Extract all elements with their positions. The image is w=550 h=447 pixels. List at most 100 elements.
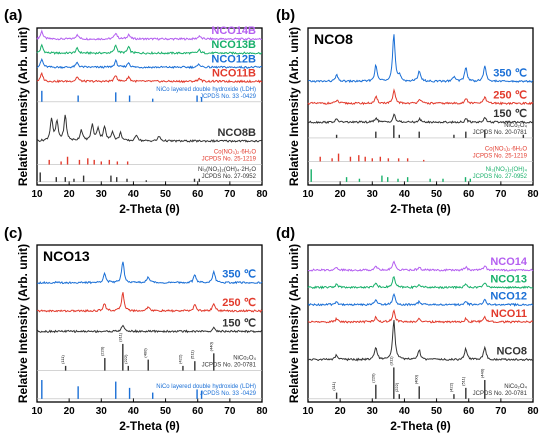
reference-label: JCPDS No. 33 -0429: [200, 391, 257, 397]
x-axis-label: 2-Theta (θ): [119, 202, 180, 216]
hkl-label: (440): [479, 368, 484, 378]
hkl-label: (311): [117, 332, 122, 342]
x-tick-label: 30: [367, 406, 379, 417]
reference-label: NiCo layered double hydroxide (LDH): [156, 384, 256, 390]
x-tick-label: 50: [160, 189, 172, 200]
reference-label: Ni₃(NO₃)₂(OH)₄·2H₂O: [198, 167, 256, 173]
hkl-label: (222): [123, 354, 128, 364]
hkl-label: (511): [189, 349, 194, 359]
hkl-label: (440): [208, 341, 213, 351]
series-label: NCO8B: [217, 127, 256, 139]
x-tick-label: 60: [463, 189, 475, 200]
plot-frame: [36, 244, 263, 403]
reference-label: Ni₃(NO₃)₂(OH)₄: [486, 167, 528, 173]
x-tick-label: 30: [367, 189, 379, 200]
x-tick-label: 80: [256, 406, 268, 417]
hkl-label: (220): [99, 346, 104, 356]
x-tick-label: 40: [399, 406, 411, 417]
series-line: [36, 43, 263, 55]
reference-label: JCPDS No. 25-1219: [473, 153, 528, 159]
hkl-label: (220): [370, 373, 375, 383]
panel-letter: (a): [4, 7, 22, 24]
x-tick-label: 50: [431, 406, 443, 417]
reference-label: NiCo layered double hydroxide (LDH): [156, 87, 256, 93]
series-line: [36, 71, 263, 84]
hkl-label: (311): [388, 356, 393, 366]
plot-frame: [36, 27, 263, 186]
series-label: 250 ℃: [493, 89, 527, 101]
series-label: NCO14: [490, 256, 528, 268]
plot-frame: [307, 27, 534, 186]
series-label: NCO12B: [211, 53, 256, 65]
x-tick-label: 60: [463, 406, 475, 417]
series-line: [36, 261, 263, 285]
panel-letter: (b): [276, 7, 295, 24]
series-label: 350 ℃: [222, 269, 256, 281]
series-line: [307, 319, 534, 362]
series-line: [307, 275, 534, 290]
series-label: NCO12: [490, 291, 527, 303]
y-axis-label: Relative Intensity (Arb. unit): [287, 27, 301, 186]
x-tick-label: 60: [192, 189, 204, 200]
plot-frame: [307, 244, 534, 403]
series-line: [308, 308, 534, 324]
series-line: [308, 260, 534, 272]
series-label: 150 ℃: [493, 108, 527, 120]
reference-label: NiCo₂O₄: [504, 384, 527, 390]
x-tick-label: 10: [302, 406, 314, 417]
y-axis-label: Relative Intensity (Arb. unit): [16, 244, 30, 403]
x-axis-label: 2-Theta (θ): [390, 202, 451, 216]
x-tick-label: 40: [399, 189, 411, 200]
x-tick-label: 30: [96, 189, 108, 200]
series-label: 150 ℃: [222, 317, 256, 329]
x-tick-label: 40: [128, 189, 140, 200]
x-tick-label: 10: [302, 189, 314, 200]
x-tick-label: 80: [256, 189, 268, 200]
panel-letter: (c): [4, 225, 22, 242]
series-label: NCO13B: [211, 39, 256, 51]
series-label: NCO11: [491, 308, 527, 320]
x-tick-label: 60: [192, 406, 204, 417]
series-line: [36, 292, 263, 313]
x-tick-label: 10: [31, 189, 43, 200]
hkl-label: (422): [177, 354, 182, 364]
hkl-label: (111): [331, 381, 336, 390]
panel-letter: (d): [276, 225, 295, 242]
reference-label: JCPDS No. 25-1219: [202, 157, 257, 163]
panel-title: NCO13: [43, 248, 90, 264]
hkl-label: (400): [143, 348, 148, 358]
x-tick-label: 80: [527, 406, 539, 417]
reference-label: Co(NO₃)₂·6H₂O: [214, 150, 256, 156]
y-axis-label: Relative Intensity (Arb. unit): [287, 244, 301, 403]
panel-3: (d) 10 20 30 40 50 60 70 80 2-Theta (θ) Relative I…: [276, 225, 539, 433]
x-tick-label: 70: [495, 189, 507, 200]
x-tick-label: 40: [128, 406, 140, 417]
panel-2: (c) 10 20 30 40 50 60 70 80 2-Theta (θ) Relative I…: [4, 225, 268, 433]
series-label: NCO14B: [211, 25, 256, 37]
hkl-label: (422): [448, 382, 453, 392]
hkl-label: (511): [460, 376, 465, 386]
series-line: [307, 113, 534, 125]
reference-label: JCPDS No. 20-0781: [202, 363, 257, 369]
x-tick-label: 50: [160, 406, 172, 417]
x-tick-label: 50: [431, 189, 443, 200]
x-tick-label: 20: [64, 189, 76, 200]
x-tick-label: 30: [96, 406, 108, 417]
panel-1: (b) 10 20 30 40 50 60 70 80 2-Theta (θ) Relative I…: [276, 7, 539, 216]
reference-label: NiCo₂O₄: [504, 123, 527, 129]
hkl-label: (400): [414, 374, 419, 384]
x-tick-label: 70: [224, 189, 236, 200]
series-label: NCO8: [496, 346, 527, 358]
y-axis-label: Relative Intensity (Arb. unit): [16, 27, 30, 186]
x-axis-label: 2-Theta (θ): [119, 419, 180, 433]
series-label: NCO13: [490, 273, 527, 285]
series-line: [36, 58, 263, 70]
series-label: 250 ℃: [222, 297, 256, 309]
x-tick-label: 20: [335, 406, 347, 417]
reference-label: NiCo₂O₄: [233, 356, 256, 362]
x-tick-label: 80: [527, 189, 539, 200]
series-line: [36, 114, 263, 143]
series-line: [307, 34, 534, 84]
panel-title: NCO8: [314, 31, 353, 47]
